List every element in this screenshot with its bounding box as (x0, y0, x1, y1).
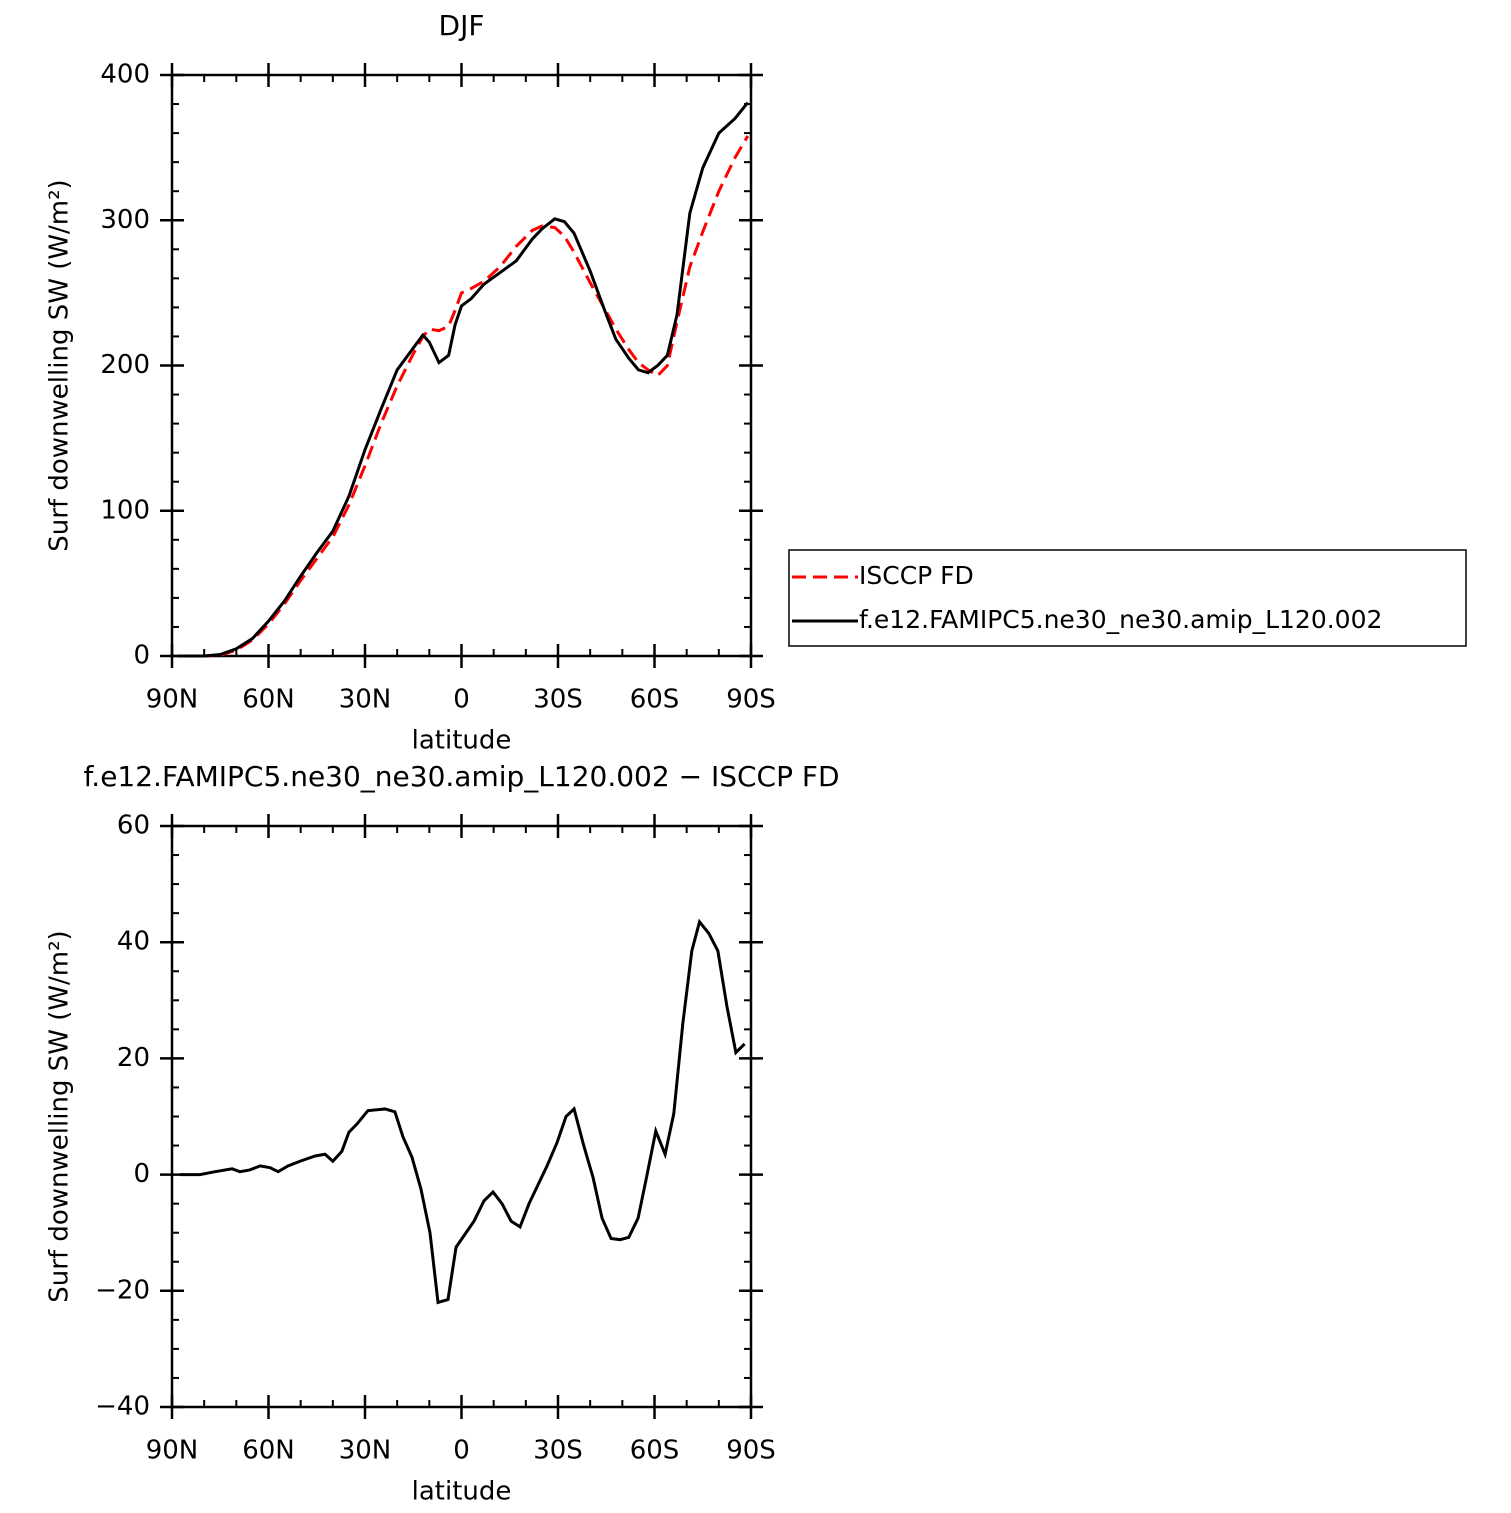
y-tick-label: 20 (117, 1043, 150, 1073)
x-tick-label: 60S (630, 685, 680, 715)
chart-title: f.e12.FAMIPC5.ne30_ne30.amip_L120.002 − … (83, 760, 839, 793)
x-tick-label: 30N (339, 685, 392, 715)
chart-title: DJF (439, 9, 485, 42)
x-tick-label: 0 (453, 1436, 470, 1466)
y-tick-label: 200 (100, 350, 150, 380)
x-tick-label: 90N (146, 685, 199, 715)
y-axis-label: Surf downwelling SW (W/m²) (45, 179, 75, 551)
x-tick-label: 90S (726, 1436, 776, 1466)
y-tick-label: 0 (133, 1159, 150, 1189)
y-tick-label: 40 (117, 927, 150, 957)
plot-frame (170, 73, 753, 658)
data-line (180, 918, 746, 1305)
y-tick-label: 60 (117, 811, 150, 841)
data-line (178, 135, 750, 658)
x-axis-label: latitude (412, 726, 512, 756)
y-tick-label: −20 (95, 1275, 150, 1305)
x-tick-label: 60S (630, 1436, 680, 1466)
plot-frame (170, 824, 753, 1409)
y-tick-label: 400 (100, 60, 150, 90)
x-tick-label: 60N (242, 685, 295, 715)
x-tick-label: 30S (533, 1436, 583, 1466)
y-tick-label: 100 (100, 495, 150, 525)
x-tick-label: 30S (533, 685, 583, 715)
x-tick-label: 60N (242, 1436, 295, 1466)
x-axis-label: latitude (412, 1477, 512, 1507)
x-tick-label: 90S (726, 685, 776, 715)
x-tick-label: 90N (146, 1436, 199, 1466)
y-axis-label: Surf downwelling SW (W/m²) (45, 930, 75, 1302)
x-tick-label: 0 (453, 685, 470, 715)
y-tick-label: 300 (100, 205, 150, 235)
legend-label: f.e12.FAMIPC5.ne30_ne30.amip_L120.002 (859, 605, 1382, 634)
legend-box (788, 549, 1467, 647)
y-tick-label: −40 (95, 1392, 150, 1422)
y-tick-label: 0 (133, 641, 150, 671)
x-tick-label: 30N (339, 1436, 392, 1466)
data-line (178, 101, 749, 658)
legend-label: ISCCP FD (859, 561, 974, 590)
